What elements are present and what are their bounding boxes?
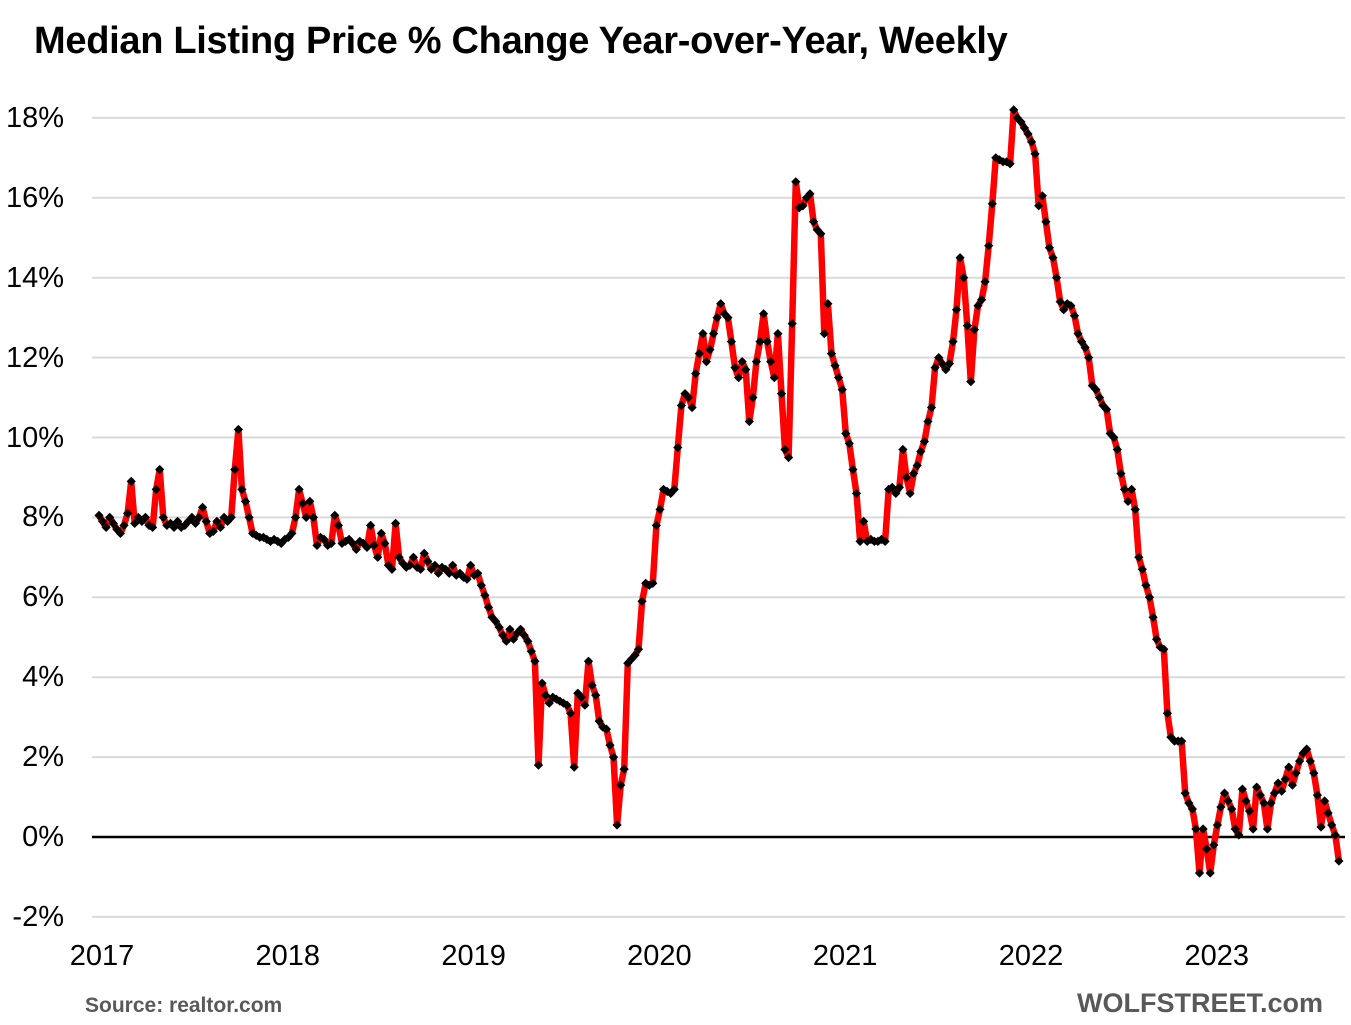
gridlines [92, 116, 1345, 918]
chart-title: Median Listing Price % Change Year-over-… [34, 20, 1008, 62]
y-tick-label: 8% [22, 501, 64, 534]
brand-logo: WOLFSTREET.com [1076, 988, 1323, 1018]
source-note: Source: realtor.com [85, 994, 283, 1017]
series-line [95, 106, 1343, 877]
y-tick-label: 16% [5, 181, 64, 214]
y-tick-label: 6% [22, 581, 64, 614]
y-tick-label: 4% [22, 661, 64, 694]
x-tick-label: 2020 [627, 940, 692, 972]
x-tick-label: 2023 [1184, 940, 1250, 972]
series-diamond-markers [94, 105, 1344, 878]
price-change-series [94, 105, 1344, 878]
x-tick-label: 2021 [812, 940, 878, 972]
y-tick-label: 0% [22, 821, 64, 853]
y-tick-label: 12% [5, 341, 64, 374]
x-tick-label: 2018 [255, 940, 321, 972]
y-tick-label: 14% [5, 261, 64, 294]
x-tick-label: 2022 [998, 940, 1064, 972]
x-tick-label: 2019 [441, 940, 506, 972]
x-tick-label: 2017 [69, 940, 135, 972]
y-tick-label: 10% [5, 421, 64, 454]
y-tick-label: 2% [22, 741, 64, 774]
y-tick-label: 18% [5, 101, 64, 134]
y-tick-label: -2% [12, 900, 64, 933]
